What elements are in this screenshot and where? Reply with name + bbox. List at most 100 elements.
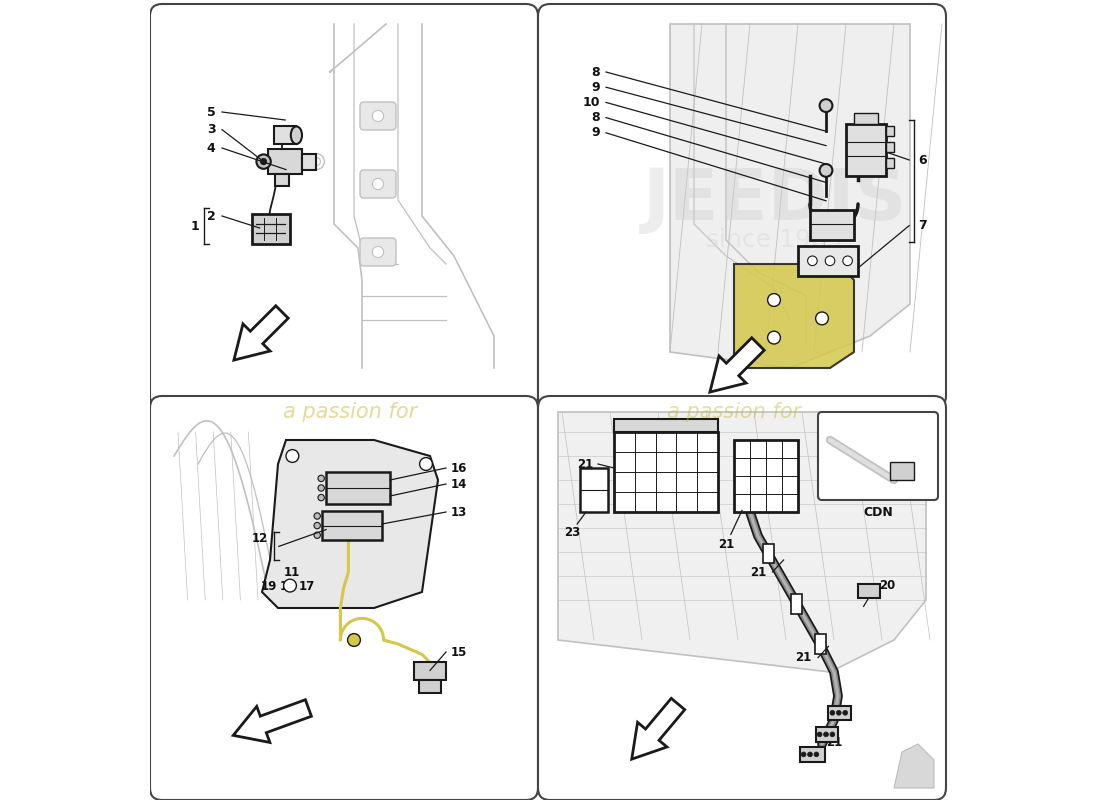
FancyBboxPatch shape [818, 412, 938, 500]
Text: a passion for: a passion for [667, 402, 801, 422]
Text: 8: 8 [591, 66, 600, 78]
Circle shape [373, 178, 384, 190]
Text: since 1985: since 1985 [706, 228, 843, 252]
Bar [858, 584, 880, 598]
Text: 9: 9 [591, 126, 600, 139]
FancyBboxPatch shape [360, 170, 396, 198]
Text: 15: 15 [451, 646, 468, 658]
Bar [815, 727, 838, 742]
Circle shape [807, 752, 813, 757]
Text: 16: 16 [451, 462, 468, 474]
FancyBboxPatch shape [360, 102, 396, 130]
Text: JEEDIS: JEEDIS [641, 166, 906, 234]
Circle shape [308, 154, 324, 170]
Text: 22: 22 [878, 426, 894, 438]
Circle shape [801, 752, 806, 757]
Bar [798, 246, 858, 276]
Text: 8: 8 [591, 111, 600, 124]
Text: 10: 10 [582, 96, 600, 109]
Polygon shape [710, 338, 764, 392]
Text: CDN: CDN [864, 506, 893, 518]
Text: 20: 20 [880, 579, 895, 592]
Circle shape [314, 522, 320, 529]
Text: 19: 19 [261, 580, 276, 593]
Bar [274, 126, 296, 144]
Text: 21: 21 [750, 566, 766, 578]
Circle shape [814, 752, 818, 757]
Text: 21: 21 [578, 458, 593, 470]
Circle shape [318, 485, 324, 491]
Bar [846, 124, 886, 176]
Bar [791, 594, 802, 614]
Bar [815, 634, 826, 654]
Circle shape [843, 256, 852, 266]
Bar [886, 126, 894, 136]
Text: 4: 4 [207, 142, 216, 154]
Circle shape [419, 458, 432, 470]
Polygon shape [734, 264, 854, 368]
Bar [854, 113, 878, 124]
FancyBboxPatch shape [150, 4, 538, 408]
Bar [252, 214, 290, 244]
Circle shape [314, 513, 320, 519]
Text: 9: 9 [591, 81, 600, 94]
Text: 21: 21 [826, 736, 843, 749]
Text: 1: 1 [191, 220, 199, 233]
Bar [326, 472, 390, 504]
Circle shape [318, 475, 324, 482]
Text: 23: 23 [564, 526, 581, 539]
Circle shape [768, 294, 780, 306]
Text: 11: 11 [284, 566, 299, 578]
Polygon shape [233, 700, 311, 742]
Text: 17: 17 [299, 580, 315, 593]
Text: 18: 18 [279, 580, 296, 593]
Bar [800, 747, 825, 762]
Bar [322, 511, 382, 540]
Circle shape [825, 256, 835, 266]
Circle shape [312, 158, 320, 166]
Circle shape [261, 158, 267, 165]
Bar [581, 468, 607, 512]
Circle shape [284, 579, 296, 592]
Bar [810, 210, 854, 240]
Bar [268, 149, 302, 174]
Circle shape [843, 710, 848, 715]
Bar [890, 462, 914, 480]
Circle shape [817, 732, 822, 737]
Circle shape [807, 256, 817, 266]
Circle shape [373, 246, 384, 258]
Text: 12: 12 [251, 532, 267, 545]
Bar [762, 544, 774, 563]
Bar [275, 174, 289, 186]
FancyBboxPatch shape [150, 396, 538, 800]
Text: a passion for: a passion for [283, 402, 417, 422]
Bar [302, 154, 317, 170]
Text: 14: 14 [451, 478, 468, 490]
Polygon shape [894, 744, 934, 788]
Text: 21: 21 [834, 710, 850, 722]
Polygon shape [670, 24, 910, 368]
Circle shape [824, 732, 828, 737]
Bar [419, 680, 441, 693]
Polygon shape [558, 412, 926, 672]
Circle shape [314, 532, 320, 538]
Polygon shape [234, 306, 288, 360]
FancyBboxPatch shape [538, 4, 946, 408]
Text: 7: 7 [918, 219, 926, 232]
Circle shape [348, 634, 361, 646]
Bar [614, 432, 718, 512]
Ellipse shape [290, 126, 303, 144]
Circle shape [815, 312, 828, 325]
FancyBboxPatch shape [360, 238, 396, 266]
Polygon shape [631, 698, 684, 759]
Text: 21: 21 [718, 538, 734, 550]
Bar [828, 706, 850, 720]
Text: 5: 5 [207, 106, 216, 118]
Bar [614, 419, 718, 432]
Polygon shape [262, 440, 438, 608]
Circle shape [836, 710, 842, 715]
Circle shape [256, 154, 271, 169]
Text: 21: 21 [795, 651, 812, 664]
Text: 13: 13 [451, 506, 468, 518]
Circle shape [820, 99, 833, 112]
